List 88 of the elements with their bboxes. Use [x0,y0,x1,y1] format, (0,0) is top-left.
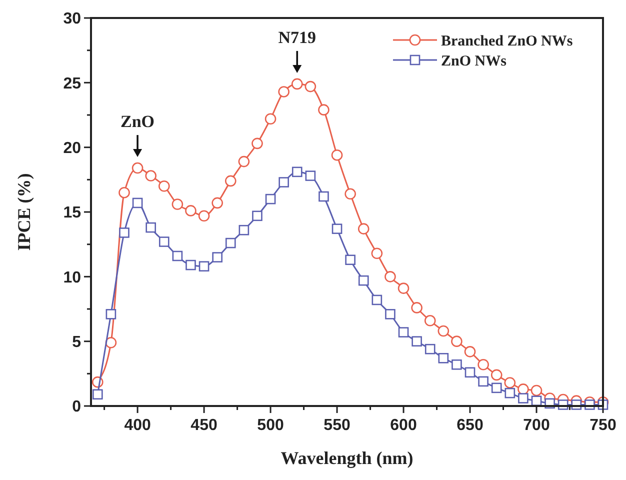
point [344,188,356,200]
point [278,177,289,188]
point [318,104,330,116]
point [504,388,516,398]
annotation: ZnO [120,112,155,132]
point [264,113,276,125]
point [438,352,449,364]
point [158,180,170,192]
point [518,393,528,404]
point [491,382,502,394]
point [252,210,262,222]
point [478,376,488,387]
point [384,271,396,282]
point [225,238,236,248]
point [531,396,542,406]
point [464,367,476,378]
point [291,78,303,90]
point [411,302,422,314]
point [106,309,116,320]
y-tick-label: 25 [63,75,82,92]
point [105,336,117,348]
x-tick-label: 600 [390,417,417,434]
y-tick-label: 20 [63,140,82,157]
y-tick-label: 10 [63,269,82,286]
y-tick-label: 15 [63,204,82,222]
x-tick-label: 550 [324,417,350,434]
point [238,224,250,236]
x-tick-label: 400 [124,417,151,434]
annotation: N719 [278,28,316,47]
point [238,156,250,168]
point [186,260,196,270]
point [158,236,170,247]
point [305,170,316,181]
point [172,250,183,262]
point [518,384,529,395]
point [358,223,370,234]
point [504,377,516,388]
legend-label: ZnO NWs [441,53,507,70]
x-axis-title: Wavelength (nm) [280,448,414,468]
point [92,389,103,400]
point [464,346,476,358]
x-tick-label: 500 [257,417,284,434]
point [118,186,130,198]
point [371,248,383,260]
point [358,275,369,286]
y-axis-title: IPCE (%) [14,173,34,251]
point [412,336,422,346]
y-tick-label: 30 [63,10,82,28]
x-tick-label: 750 [590,417,616,434]
point [132,162,144,174]
point [212,197,223,209]
point [132,198,143,208]
x-tick-label: 650 [456,417,484,434]
point [224,175,236,187]
point [278,86,290,98]
point [332,224,342,234]
point [265,194,276,204]
point [304,80,316,92]
y-tick-label: 5 [72,334,82,351]
x-tick-label: 700 [523,417,550,434]
point [119,228,130,238]
point [331,149,343,161]
point [212,252,222,262]
y-tick-label: 0 [72,398,82,416]
point [172,198,184,210]
point [318,191,329,202]
point [198,210,210,222]
point [145,170,156,182]
point [198,261,210,272]
point [252,138,263,150]
point [490,369,502,381]
legend-label: Branched ZnO NWs [441,33,573,50]
point [345,254,356,266]
point [424,344,436,354]
point [292,166,302,178]
point [372,294,382,306]
point [146,222,156,233]
point [530,384,542,396]
point [185,205,196,216]
x-tick-label: 450 [190,417,218,434]
point [424,314,436,326]
point [385,309,396,320]
point [452,359,462,370]
point [478,358,489,370]
point [398,282,410,294]
point [451,336,462,347]
point [398,327,409,338]
point [438,325,450,337]
